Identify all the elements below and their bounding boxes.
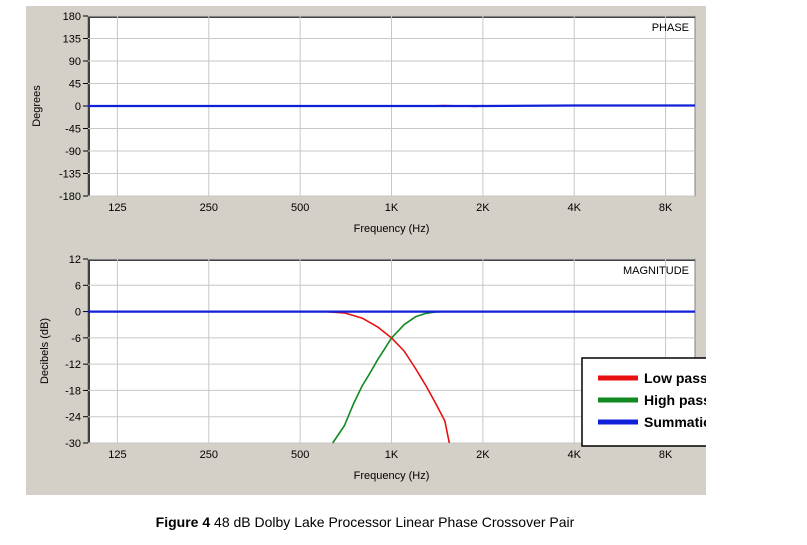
y-tick-label: 45 <box>69 79 81 91</box>
y-tick-label: -30 <box>65 438 81 450</box>
legend: Low pass High pass Summation <box>581 357 784 447</box>
y-tick-label: 0 <box>75 101 81 113</box>
x-tick-label: 1K <box>385 449 399 461</box>
x-tick-label: 1K <box>385 202 399 214</box>
chart-phase-group: 180 135 90 45 0 -45 -90 -135 -180 125 250 500 1K 2K 4K… <box>31 11 696 235</box>
y-tick-label: -45 <box>65 124 81 136</box>
y-tick-label: -24 <box>65 412 81 424</box>
x-tick-label: 125 <box>108 202 126 214</box>
legend-label: Summation <box>644 414 706 430</box>
y-tick-label: 12 <box>69 254 81 266</box>
x-tick-label: 8K <box>659 202 673 214</box>
x-tick-label: 125 <box>108 449 126 461</box>
x-tick-label: 500 <box>291 449 309 461</box>
y-axis-title: Degrees <box>31 85 43 127</box>
plot-title-phase: PHASE <box>652 22 689 34</box>
plot-title-magnitude: MAGNITUDE <box>623 265 689 277</box>
y-tick-label: 135 <box>63 34 81 46</box>
y-tick-label: -18 <box>65 385 81 397</box>
series-line-summation <box>88 104 695 108</box>
y-tick-label: 6 <box>75 280 81 292</box>
x-tick-label: 2K <box>476 202 490 214</box>
x-tick-label: 250 <box>200 449 218 461</box>
chart-magnitude-group: 12 6 0 -6 -12 -18 -24 -30 125 250 500 1K 2K 4K 8K Frequ… <box>39 254 696 482</box>
y-tick-label: -12 <box>65 359 81 371</box>
x-tick-label: 4K <box>567 202 581 214</box>
y-tick-label: 0 <box>75 307 81 319</box>
x-axis-title: Frequency (Hz) <box>354 470 430 482</box>
x-tick-label: 250 <box>200 202 218 214</box>
y-tick-label: 90 <box>69 56 81 68</box>
figure-caption-text: 48 dB Dolby Lake Processor Linear Phase … <box>214 514 575 530</box>
x-tick-label: 2K <box>476 449 490 461</box>
legend-label: High pass <box>644 392 706 408</box>
x-axis-title: Frequency (Hz) <box>354 223 430 235</box>
chart-panel: 180 135 90 45 0 -45 -90 -135 -180 125 250 500 1K 2K 4K… <box>26 6 784 495</box>
legend-label: Low pass <box>644 370 706 386</box>
figure-label: Figure 4 <box>155 514 211 530</box>
x-tick-label: 4K <box>567 449 581 461</box>
x-tick-label: 500 <box>291 202 309 214</box>
x-tick-label: 8K <box>659 449 673 461</box>
y-axis-title: Decibels (dB) <box>39 318 51 384</box>
y-tick-label: -6 <box>71 333 81 345</box>
y-tick-label: -90 <box>65 146 81 158</box>
y-tick-label: -180 <box>59 191 81 203</box>
y-tick-label: -135 <box>59 169 81 181</box>
y-tick-label: 180 <box>63 11 81 23</box>
figure-caption: Figure 4 48 dB Dolby Lake Processor Line… <box>0 514 730 530</box>
